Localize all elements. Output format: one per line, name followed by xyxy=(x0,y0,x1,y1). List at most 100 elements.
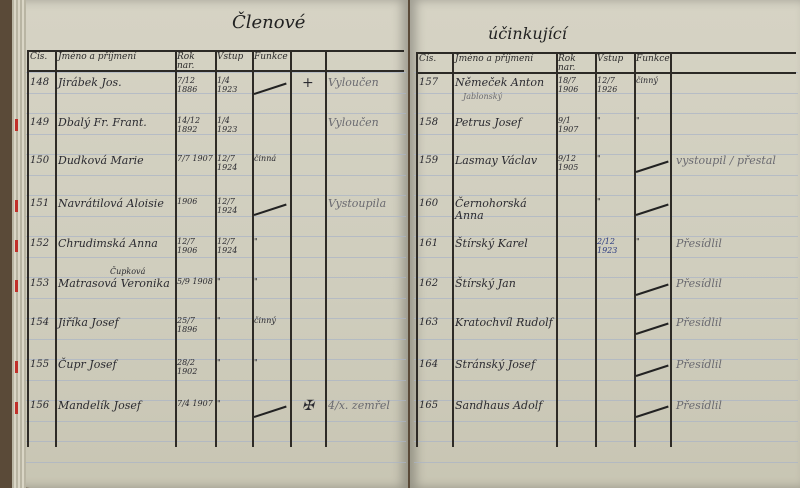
member-name: Lasmay Václav xyxy=(455,154,538,167)
entry-date: " xyxy=(597,154,601,163)
member-name: Kratochvíl Rudolf xyxy=(455,316,553,329)
ruled-line xyxy=(414,113,798,114)
entry-date: " xyxy=(217,277,221,286)
ruled-line xyxy=(414,318,798,319)
column-header: Vstup xyxy=(597,54,624,64)
ruled-line xyxy=(414,359,798,360)
remark: Vyloučen xyxy=(328,116,379,129)
entry-date: " xyxy=(217,316,221,325)
column-line xyxy=(416,52,418,447)
function: " xyxy=(636,237,640,246)
member-name: Černohorská Anna xyxy=(455,197,527,223)
red-margin-mark xyxy=(15,200,18,212)
entry-date: 2/12 1923 xyxy=(597,237,618,255)
ruled-line xyxy=(414,215,798,217)
member-name: Dudková Marie xyxy=(58,154,144,167)
row-number: 148 xyxy=(30,77,50,88)
entry-date: " xyxy=(217,399,221,408)
row-number: 165 xyxy=(419,400,439,411)
cross-mark: + xyxy=(302,75,314,91)
member-name: Štírský Karel xyxy=(455,237,528,250)
entry-date: " xyxy=(597,197,601,206)
member-name: Čupr Josef xyxy=(58,358,117,371)
column-line xyxy=(175,50,177,447)
ruled-line xyxy=(414,379,798,381)
ruled-line xyxy=(414,133,798,135)
ruled-line xyxy=(414,338,798,340)
column-header: Funkce xyxy=(636,54,670,64)
member-name: Mandelík Josef xyxy=(58,399,141,412)
row-number: 152 xyxy=(30,238,50,249)
ruled-line xyxy=(26,461,406,463)
ruled-line xyxy=(414,195,798,196)
header-top-line xyxy=(416,52,796,54)
birth-year: 7/4 1907 xyxy=(177,399,213,408)
member-name: Petrus Josef xyxy=(455,116,522,129)
ruled-line xyxy=(414,154,798,155)
entry-date: " xyxy=(597,116,601,125)
left-page-title: Členové xyxy=(232,12,306,33)
row-number: 151 xyxy=(30,198,50,209)
function: činný xyxy=(254,316,276,325)
column-header: Čís. xyxy=(419,54,437,64)
column-line xyxy=(325,50,327,447)
row-number: 161 xyxy=(419,238,439,249)
entry-date: 1/4 1923 xyxy=(217,116,238,134)
red-margin-mark xyxy=(15,402,18,414)
member-name: Chrudimská Anna xyxy=(58,237,158,250)
member-name: Stránský Josef xyxy=(455,358,536,371)
birth-year: 25/7 1896 xyxy=(177,316,198,334)
ruled-line xyxy=(414,441,798,442)
row-number: 160 xyxy=(419,198,439,209)
row-number: 153 xyxy=(30,278,50,289)
ruled-line xyxy=(414,277,798,278)
birth-year: 7/7 1907 xyxy=(177,154,213,163)
remark: Vystoupila xyxy=(328,197,387,210)
remark: Přesídlil xyxy=(676,399,722,412)
member-name: Jirábek Jos. xyxy=(58,76,122,89)
entry-date: 12/7 1924 xyxy=(217,237,238,255)
remark: Přesídlil xyxy=(676,237,722,250)
birth-year: 14/12 1892 xyxy=(177,116,201,134)
column-line xyxy=(290,50,292,447)
column-line xyxy=(556,52,558,447)
entry-date: 1/4 1923 xyxy=(217,76,238,94)
column-header: Vstup xyxy=(217,52,244,62)
red-margin-mark xyxy=(15,280,18,292)
birth-year: 28/2 1902 xyxy=(177,358,198,376)
remark: Přesídlil xyxy=(676,316,722,329)
function: činný xyxy=(636,76,658,85)
column-header: Rok nar. xyxy=(558,54,576,73)
birth-year: 1906 xyxy=(177,197,198,206)
birth-year: 12/7 1906 xyxy=(177,237,198,255)
red-margin-mark xyxy=(15,361,18,373)
entry-date: 12/7 1924 xyxy=(217,197,238,215)
birth-year: 18/7 1906 xyxy=(558,76,579,94)
row-number: 158 xyxy=(419,117,439,128)
column-line xyxy=(215,50,217,447)
death-cross-icon: ✠ xyxy=(302,398,314,414)
row-number: 163 xyxy=(419,317,439,328)
column-line xyxy=(670,52,672,447)
function: " xyxy=(254,358,258,367)
column-line xyxy=(634,52,636,447)
column-header: Rok nar. xyxy=(177,52,195,71)
entry-date: " xyxy=(217,358,221,367)
row-number: 155 xyxy=(30,359,50,370)
remark: Přesídlil xyxy=(676,358,722,371)
row-number: 149 xyxy=(30,117,50,128)
row-number: 159 xyxy=(419,155,439,166)
column-line xyxy=(452,52,454,447)
row-number: 162 xyxy=(419,278,439,289)
function: činná xyxy=(254,154,277,163)
ruled-line xyxy=(414,256,798,258)
column-line xyxy=(55,50,57,447)
birth-year: 5/9 1908 xyxy=(177,277,213,286)
row-number: 157 xyxy=(419,77,439,88)
column-header: Čís. xyxy=(30,52,48,62)
function: " xyxy=(254,237,258,246)
member-name: Štírský Jan xyxy=(455,277,516,290)
ruled-line xyxy=(414,174,798,176)
member-name: Matrasová Veronika xyxy=(58,277,170,290)
row-number: 150 xyxy=(30,155,50,166)
